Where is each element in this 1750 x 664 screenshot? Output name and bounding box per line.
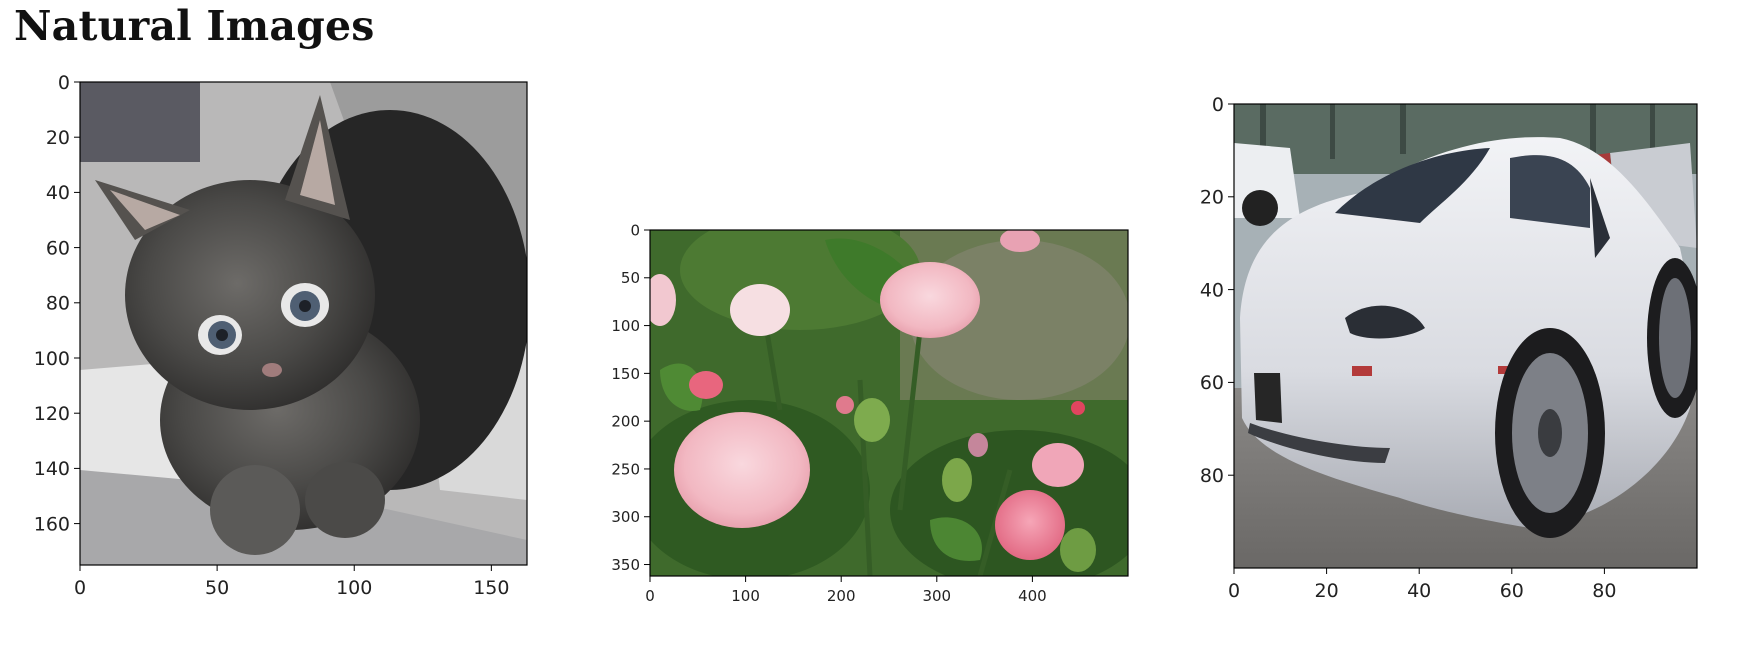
car-y-tick-label: 40 xyxy=(1200,279,1224,301)
car-x-tick-label: 60 xyxy=(1500,580,1524,602)
car-y-tick-label: 80 xyxy=(1200,465,1224,487)
roses-plot: 0 100 200 300 400 0 50 100 150 200 250 300 350 xyxy=(611,221,1129,605)
roses-y-tick-label: 150 xyxy=(611,365,640,383)
car-x-tick-label: 80 xyxy=(1592,580,1616,602)
kitten-y-tick-label: 140 xyxy=(34,458,70,480)
roses-y-tick-label: 250 xyxy=(611,460,640,478)
car-image xyxy=(1234,104,1697,568)
car-y-tick-label: 60 xyxy=(1200,372,1224,394)
roses-x-tick-label: 300 xyxy=(922,587,951,605)
kitten-y-tick-label: 40 xyxy=(46,182,70,204)
kitten-y-tick-label: 160 xyxy=(34,513,70,535)
kitten-x-tick-label: 0 xyxy=(74,577,86,599)
kitten-y-tick-label: 80 xyxy=(46,293,70,315)
kitten-y-tick-label: 120 xyxy=(34,403,70,425)
kitten-y-tick-label: 60 xyxy=(46,237,70,259)
roses-axes: 0 100 200 300 400 0 50 100 150 200 250 300 350 xyxy=(611,221,1046,605)
kitten-x-tick-label: 150 xyxy=(473,577,509,599)
kitten-x-tick-label: 50 xyxy=(205,577,229,599)
roses-x-tick-label: 100 xyxy=(731,587,760,605)
kitten-y-tick-label: 100 xyxy=(34,348,70,370)
roses-y-tick-label: 350 xyxy=(611,556,640,574)
car-x-tick-label: 20 xyxy=(1315,580,1339,602)
car-y-tick-label: 20 xyxy=(1200,187,1224,209)
roses-y-tick-label: 50 xyxy=(621,269,640,287)
page-title: Natural Images xyxy=(14,2,375,50)
image-panel-roses: 0 100 200 300 400 0 50 100 150 200 250 300 350 xyxy=(600,210,1140,610)
car-x-tick-label: 40 xyxy=(1407,580,1431,602)
car-axes: 0 20 40 60 80 0 20 40 60 80 xyxy=(1200,94,1617,602)
car-y-tick-label: 0 xyxy=(1212,94,1224,116)
roses-image xyxy=(650,230,1128,576)
car-plot: 0 20 40 60 80 0 20 40 60 80 xyxy=(1200,94,1698,602)
roses-x-tick-label: 0 xyxy=(645,587,655,605)
image-panel-car: 0 20 40 60 80 0 20 40 60 80 xyxy=(1170,88,1730,608)
kitten-axes: 0 50 100 150 0 20 40 60 80 100 120 140 160 xyxy=(34,72,510,599)
image-panel-kitten: 0 50 100 150 0 20 40 60 80 100 120 140 160 xyxy=(0,70,560,599)
kitten-y-tick-label: 20 xyxy=(46,127,70,149)
kitten-y-tick-label: 0 xyxy=(58,72,70,94)
roses-x-tick-label: 200 xyxy=(827,587,856,605)
roses-x-tick-label: 400 xyxy=(1018,587,1047,605)
kitten-x-tick-label: 100 xyxy=(336,577,372,599)
roses-y-tick-label: 100 xyxy=(611,317,640,335)
kitten-plot: 0 50 100 150 0 20 40 60 80 100 120 140 160 xyxy=(34,72,528,599)
kitten-image xyxy=(80,82,527,565)
roses-y-tick-label: 200 xyxy=(611,413,640,431)
car-x-tick-label: 0 xyxy=(1228,580,1240,602)
roses-y-tick-label: 300 xyxy=(611,508,640,526)
roses-y-tick-label: 0 xyxy=(630,221,640,239)
